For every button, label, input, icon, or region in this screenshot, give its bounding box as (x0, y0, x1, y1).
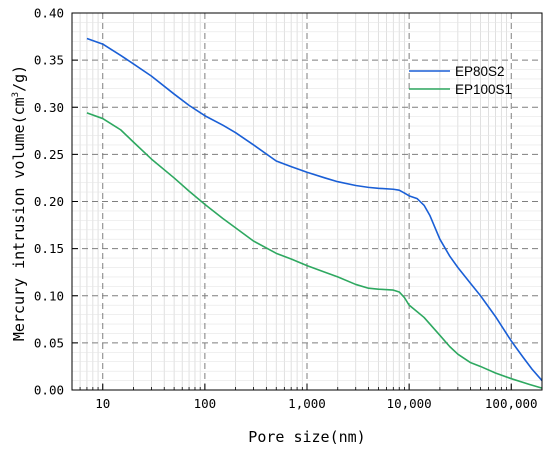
y-tick-label: 0.10 (34, 288, 64, 303)
y-tick-label: 0.15 (34, 241, 64, 256)
x-axis-tick-labels: 10 100 1,000 10,000 100,000 (95, 396, 537, 411)
x-tick-label: 1,000 (288, 396, 326, 411)
y-axis-tick-labels: 0.00 0.05 0.10 0.15 0.20 0.25 0.30 0.35 0.40 (34, 6, 64, 398)
x-tick-label: 10 (95, 396, 110, 411)
legend-label-ep80s2: EP80S2 (455, 64, 505, 79)
series-layer (86, 37, 543, 389)
y-axis-label-superscript: 3 (11, 92, 21, 97)
y-tick-label: 0.00 (34, 383, 64, 398)
y-tick-label: 0.05 (34, 335, 64, 350)
legend: EP80S2 EP100S1 (409, 64, 512, 97)
tick-marks (72, 12, 512, 391)
y-tick-label: 0.35 (34, 53, 64, 68)
x-tick-label: 100 (194, 396, 217, 411)
x-tick-label: 100,000 (485, 396, 538, 411)
x-tick-label: 10,000 (387, 396, 432, 411)
series-line-ep80s2 (86, 37, 543, 382)
y-tick-label: 0.30 (34, 100, 64, 115)
series-line-ep100s1 (86, 112, 543, 389)
y-axis-label-prefix: Mercury intrusion volume(cm (10, 97, 28, 341)
y-tick-label: 0.25 (34, 147, 64, 162)
major-grid (72, 13, 542, 390)
x-axis-label: Pore size(nm) (248, 428, 365, 446)
y-tick-label: 0.20 (34, 194, 64, 209)
legend-label-ep100s1: EP100S1 (455, 82, 512, 97)
y-axis-label-suffix: /g) (10, 65, 28, 92)
y-tick-label: 0.40 (34, 6, 64, 21)
y-axis-label: Mercury intrusion volume(cm3/g) (10, 65, 28, 341)
